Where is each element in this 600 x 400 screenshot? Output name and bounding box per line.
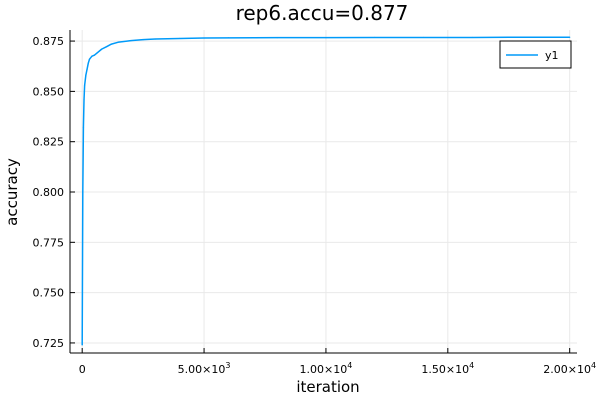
chart-title: rep6.accu=0.877 <box>236 1 409 25</box>
data-point <box>88 58 91 60</box>
data-point <box>374 36 376 39</box>
data-point <box>86 68 88 70</box>
data-point <box>91 55 93 57</box>
x-axis-label: iteration <box>296 378 359 396</box>
data-point <box>105 46 108 48</box>
data-point <box>96 52 98 54</box>
x-tick-label: 5.00×103 <box>178 361 231 376</box>
data-point <box>520 36 522 38</box>
data-point <box>276 37 278 39</box>
y-tick-label: 0.825 <box>33 136 65 149</box>
data-point <box>179 37 181 40</box>
data-point <box>203 37 205 39</box>
data-point <box>82 191 84 193</box>
data-point <box>422 36 425 39</box>
y-axis-label: accuracy <box>3 158 21 226</box>
x-tick-label: 2.00×104 <box>543 361 596 376</box>
y-tick-label: 0.725 <box>33 337 65 350</box>
y-tick-label: 0.750 <box>33 287 65 300</box>
data-point <box>130 40 132 42</box>
data-point <box>471 36 473 39</box>
y-tick-label: 0.800 <box>33 186 65 199</box>
data-point <box>93 54 95 56</box>
plot-area <box>81 36 571 346</box>
data-point <box>142 39 144 41</box>
data-point <box>81 344 83 346</box>
data-point <box>82 127 85 129</box>
data-point <box>569 36 571 38</box>
data-point <box>325 37 327 39</box>
x-tick-label: 1.00×104 <box>300 361 353 376</box>
legend-label-y1: y1 <box>545 49 559 62</box>
x-tick-label: 0 <box>79 363 86 376</box>
data-point <box>85 74 87 76</box>
y-tick-label: 0.775 <box>33 236 65 249</box>
data-point <box>227 37 230 39</box>
data-point <box>87 62 89 64</box>
data-point <box>101 48 103 50</box>
y-tick-label: 0.850 <box>33 85 65 98</box>
data-point <box>118 41 120 43</box>
data-point <box>154 38 156 40</box>
legend: y1 <box>499 40 572 69</box>
data-point <box>84 84 86 86</box>
grid <box>70 30 577 353</box>
data-point <box>110 43 113 45</box>
y-tick-label: 0.875 <box>33 35 65 48</box>
x-tick-label: 1.50×104 <box>421 361 474 376</box>
axis-ticks: 0 5.00×103 1.00×104 1.50×104 2.00×104 0.725 0.… <box>33 35 597 376</box>
data-point <box>83 98 85 101</box>
